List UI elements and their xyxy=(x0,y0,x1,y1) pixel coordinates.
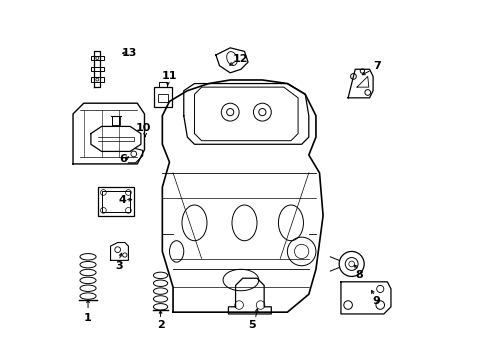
Bar xyxy=(102,191,130,212)
Bar xyxy=(91,56,103,60)
Text: 6: 6 xyxy=(119,154,126,163)
Text: 3: 3 xyxy=(115,261,122,271)
Bar xyxy=(157,94,168,103)
Bar xyxy=(91,77,103,82)
Bar xyxy=(91,67,103,71)
Bar xyxy=(98,187,134,216)
Text: 11: 11 xyxy=(162,71,177,81)
Bar xyxy=(111,116,120,125)
Text: 5: 5 xyxy=(247,320,255,330)
Text: 13: 13 xyxy=(122,48,137,58)
Bar xyxy=(154,87,172,107)
Text: 10: 10 xyxy=(136,123,151,133)
Text: 4: 4 xyxy=(119,195,126,204)
Text: 8: 8 xyxy=(354,270,362,280)
Text: 12: 12 xyxy=(233,54,248,64)
Text: 7: 7 xyxy=(372,61,380,71)
Text: 9: 9 xyxy=(372,296,380,306)
Text: 1: 1 xyxy=(84,312,92,323)
Text: 2: 2 xyxy=(156,320,164,330)
